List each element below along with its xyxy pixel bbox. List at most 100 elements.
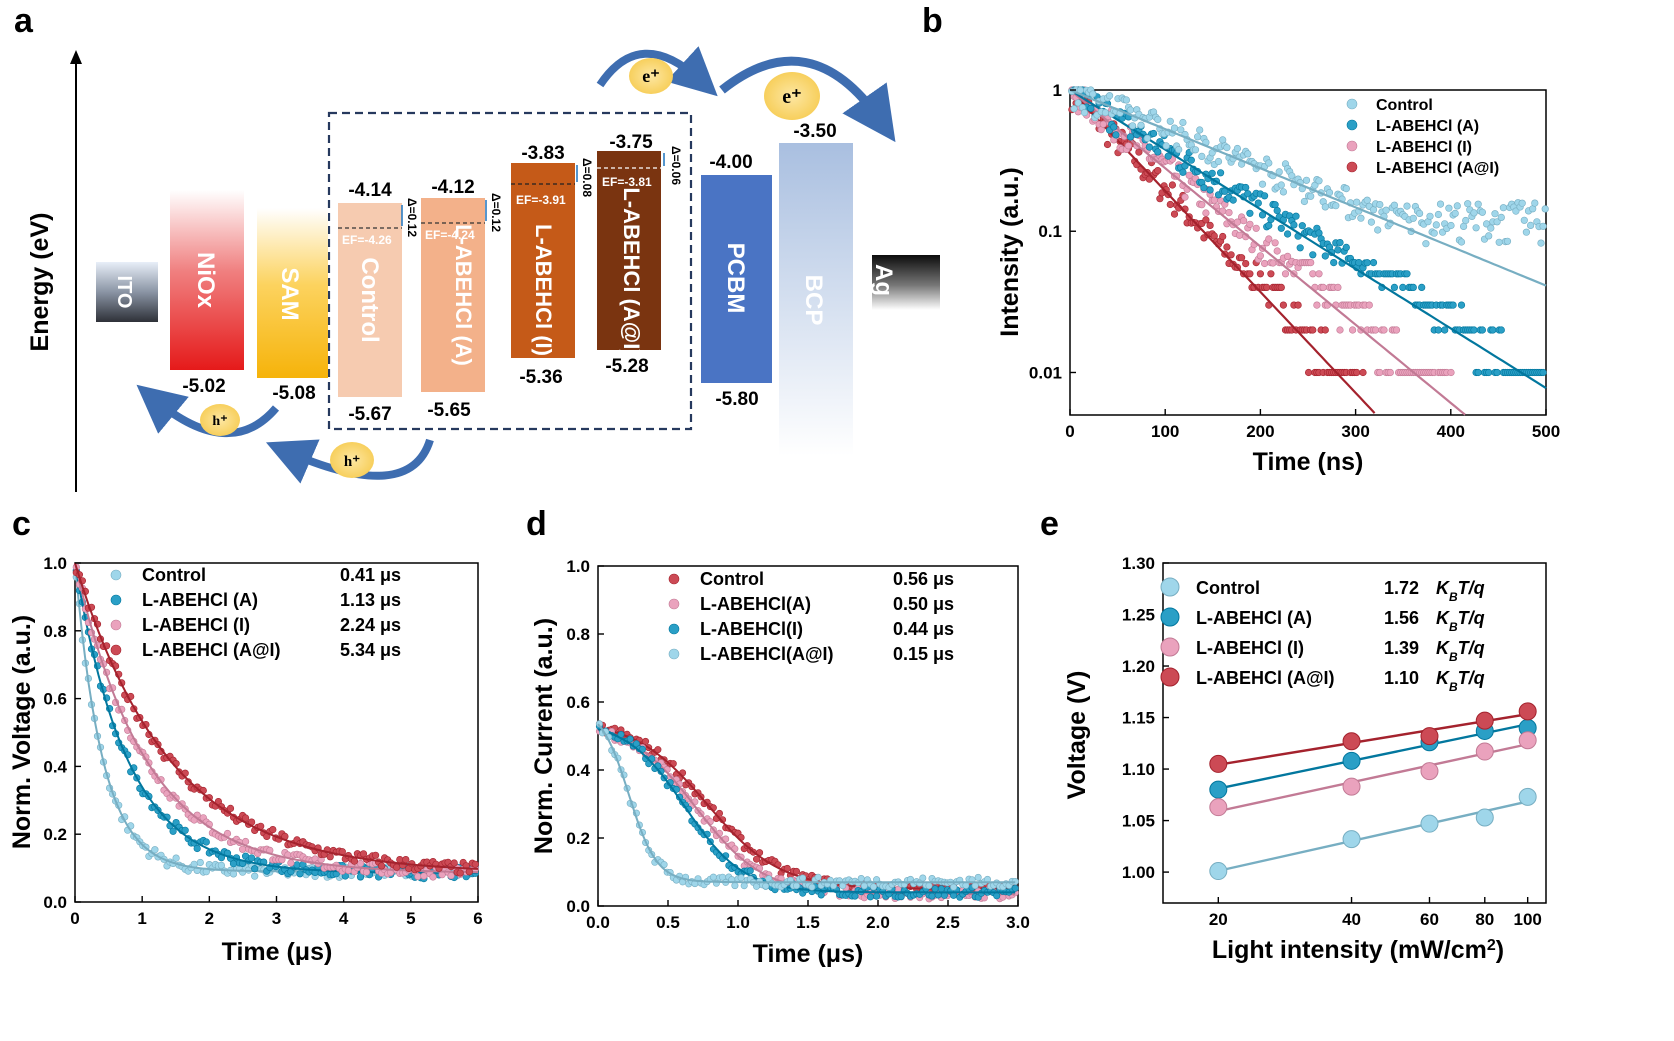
d-y-tick-label: 1.0: [566, 557, 590, 576]
d-y-tick-label: 0.8: [566, 625, 590, 644]
data-point: [1369, 259, 1378, 267]
data-point: [1434, 210, 1442, 219]
e-x-tick-label: 60: [1420, 910, 1439, 929]
data-point: [1445, 204, 1453, 212]
data-point: [1359, 368, 1367, 377]
panel-label-e: e: [1040, 505, 1059, 543]
data-point: [971, 882, 979, 890]
electron-2-label: e⁺: [782, 86, 801, 108]
data-point: [1485, 368, 1493, 377]
bcp-label: BCP: [800, 275, 827, 326]
data-point: [1209, 862, 1228, 881]
data-point: [1202, 216, 1210, 224]
data-point: [450, 859, 458, 867]
data-point: [1179, 118, 1187, 127]
b-x-tick-label: 300: [1341, 422, 1369, 441]
data-point: [1342, 185, 1350, 193]
data-point: [378, 862, 386, 870]
data-point: [1170, 210, 1179, 218]
data-point: [1235, 231, 1244, 239]
abehcl-i-top-level: -3.83: [521, 143, 564, 164]
data-point: [1154, 148, 1162, 156]
hole-2-label: h⁺: [344, 454, 360, 470]
energy-axis-label: Energy (eV): [26, 213, 54, 352]
data-point: [414, 872, 422, 881]
b-y-tick-label: 0.01: [1029, 363, 1062, 382]
data-point: [928, 892, 936, 900]
highlight-box: [327, 111, 693, 431]
data-point: [919, 874, 927, 882]
fit-curve: [1069, 88, 1547, 287]
data-point: [1420, 727, 1439, 746]
legend-label: Control: [700, 569, 764, 589]
data-point: [456, 869, 464, 877]
abehcl-ai-bottom-level: -5.28: [605, 356, 648, 377]
data-point: [447, 872, 455, 880]
legend-label: Control: [1376, 97, 1433, 114]
data-point: [851, 892, 859, 900]
legend-label: L-ABEHCl (I): [142, 615, 250, 635]
legend-marker: [668, 623, 680, 635]
b-y-tick-label: 1: [1053, 81, 1062, 100]
legend-d: Control 0.56 μs L-ABEHCl(A) 0.50 μs L-ABEHCl…: [668, 569, 954, 664]
data-point: [1420, 762, 1439, 781]
data-point: [752, 855, 760, 863]
data-point: [248, 854, 256, 862]
data-point: [1418, 283, 1426, 292]
data-point: [1237, 254, 1246, 262]
data-point: [1281, 270, 1290, 278]
data-point: [1353, 198, 1361, 206]
data-point: [1390, 283, 1398, 292]
energy-axis-arrow-icon: [70, 50, 82, 64]
legend-unit: KBT/q: [1436, 608, 1485, 634]
abehcl-ai-delta-label: Δ=0.06: [669, 146, 683, 185]
data-point: [1330, 259, 1338, 267]
d-x-tick-label: 0.0: [586, 913, 610, 932]
data-point: [1166, 117, 1174, 125]
data-point: [1309, 326, 1317, 334]
legend-label: L-ABEHCl(I): [700, 619, 803, 639]
series-e-2: [1209, 731, 1537, 817]
data-point: [287, 859, 295, 867]
data-point: [1239, 217, 1248, 225]
abehcl-ai-bar: [597, 151, 661, 350]
data-point: [344, 866, 353, 875]
d-x-tick-label: 1.0: [726, 913, 750, 932]
data-point: [1166, 200, 1174, 209]
data-point: [1541, 205, 1549, 213]
panel-e: e 20 40 60 80 100 1.00 1.05 1.10 1.15 1.20 1.25 1.3…: [1040, 505, 1547, 964]
d-y-tick-label: 0.2: [566, 829, 590, 848]
abehcl-a-top-level: -4.12: [431, 177, 474, 198]
ticks-c: 0 1 2 3 4 5 6 0.0 0.2 0.4 0.6 0.8 1.0: [43, 554, 482, 928]
panel-d: d 0.0 0.5 1.0 1.5 2.0 2.5 3.0 0.0 0.2 0.4 0.6 0.8 1.…: [526, 505, 1030, 968]
data-point: [1209, 754, 1228, 773]
data-point: [1294, 301, 1302, 309]
b-x-tick-label: 100: [1151, 422, 1179, 441]
data-point: [808, 883, 816, 891]
electron-2-icon: [764, 72, 820, 120]
data-point: [1242, 183, 1250, 192]
data-point: [1348, 326, 1357, 334]
data-point: [1321, 326, 1329, 334]
legend-value: 1.56: [1384, 608, 1419, 628]
fit-line: [1218, 743, 1528, 813]
data-point: [1187, 156, 1195, 164]
data-point: [251, 865, 259, 873]
legend-value: 0.56 μs: [893, 569, 954, 589]
legend-value: 0.41 μs: [340, 565, 401, 585]
electron-1-icon: [629, 58, 673, 94]
c-y-tick-label: 0.8: [43, 622, 67, 641]
x-axis-label-e: Light intensity (mW/cm2): [1212, 936, 1504, 964]
bcp-top-level: -3.50: [793, 121, 836, 142]
legend-label: L-ABEHCl(A): [700, 594, 811, 614]
ito-bar: [96, 262, 158, 322]
data-point: [1209, 780, 1228, 799]
data-point: [1307, 192, 1315, 200]
pcbm-bar: [701, 175, 772, 383]
data-point: [1430, 229, 1438, 237]
plot-frame-c: [74, 562, 479, 903]
data-point: [1223, 243, 1231, 251]
data-point: [172, 854, 180, 862]
data-point: [1313, 301, 1321, 309]
data-point: [1409, 214, 1417, 222]
